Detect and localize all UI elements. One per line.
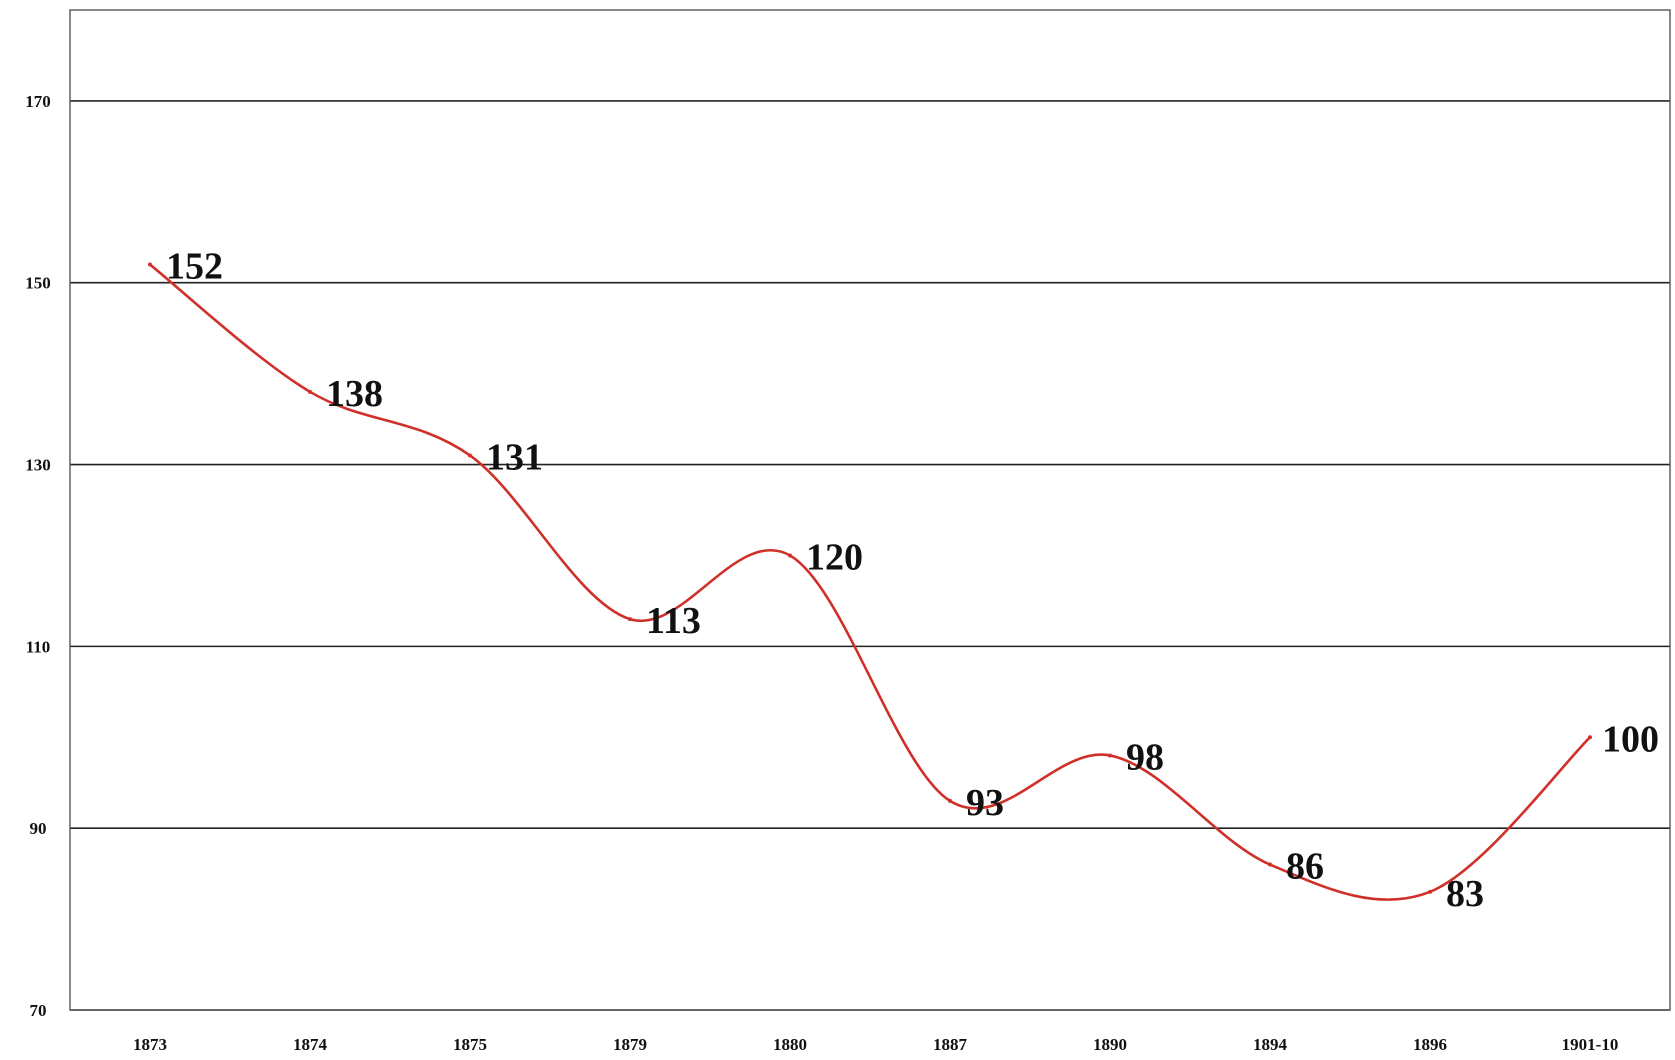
data-label-1873: 152: [166, 246, 223, 288]
y-tick-label-110: 110: [26, 637, 51, 656]
data-point-1874: [308, 389, 312, 394]
data-point-1887: [948, 798, 952, 803]
data-label-1890: 98: [1126, 736, 1164, 778]
data-points: [148, 262, 1592, 894]
data-label-1880: 120: [806, 536, 863, 578]
data-labels: 152 138 131 113 120 93 98 86 83 100: [166, 246, 1659, 915]
data-label-1875: 131: [486, 436, 543, 478]
y-tick-label-90: 90: [30, 819, 47, 838]
y-tick-label-150: 150: [25, 274, 51, 293]
data-label-1887: 93: [966, 782, 1004, 824]
x-tick-label-1880: 1880: [773, 1035, 807, 1054]
data-point-1896: [1428, 889, 1432, 894]
data-point-1873: [148, 262, 152, 267]
data-point-1890: [1108, 753, 1112, 758]
x-tick-label-1879: 1879: [613, 1035, 647, 1054]
x-tick-label-1887: 1887: [933, 1035, 968, 1054]
x-tick-label-1873: 1873: [133, 1035, 167, 1054]
x-axis-tick-labels: 1873 1874 1875 1879 1880 1887 1890 1894 1896 1901…: [133, 1035, 1618, 1054]
data-point-1894: [1268, 862, 1272, 867]
data-label-1874: 138: [326, 373, 383, 415]
data-point-1879: [628, 617, 632, 622]
x-tick-label-1896: 1896: [1413, 1035, 1447, 1054]
x-tick-label-1890: 1890: [1093, 1035, 1127, 1054]
y-tick-label-130: 130: [25, 456, 51, 475]
data-point-1901-10: [1588, 735, 1592, 740]
y-axis-tick-labels: 70 90 110 130 150 170: [25, 92, 51, 1020]
x-tick-label-1874: 1874: [293, 1035, 328, 1054]
plot-frame: [69, 9, 1671, 1011]
data-point-1875: [468, 453, 472, 458]
y-tick-label-170: 170: [25, 92, 51, 111]
data-point-1880: [788, 553, 792, 558]
data-label-1896: 83: [1446, 873, 1484, 915]
series-line: [148, 263, 1592, 901]
x-tick-label-1894: 1894: [1253, 1035, 1288, 1054]
x-tick-label-1875: 1875: [453, 1035, 487, 1054]
data-label-1894: 86: [1286, 846, 1324, 888]
x-tick-label-1901-10: 1901-10: [1562, 1035, 1619, 1054]
data-label-1901-10: 100: [1602, 718, 1659, 760]
data-label-1879: 113: [646, 600, 701, 642]
y-tick-label-70: 70: [30, 1001, 47, 1020]
